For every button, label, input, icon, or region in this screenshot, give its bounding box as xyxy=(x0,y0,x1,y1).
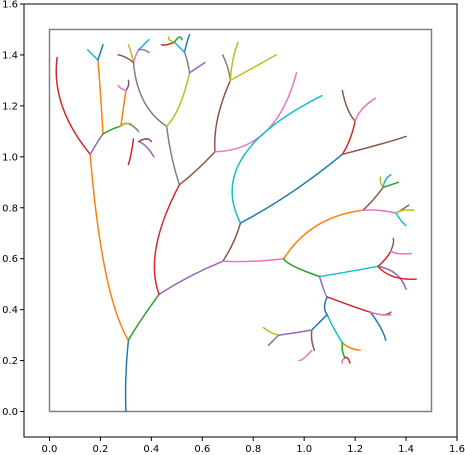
branch-segment-8 xyxy=(86,49,99,61)
branch-segment-37 xyxy=(229,41,239,82)
x-axis: 0.0 0.2 0.4 0.6 0.8 1.0 1.2 1.4 1.6 xyxy=(42,437,465,455)
x-tick-label: 1.0 xyxy=(296,444,312,455)
branch-segment-1 xyxy=(89,153,130,341)
y-tick-label: 0.2 xyxy=(2,356,18,367)
branch-segment-56 xyxy=(395,212,407,227)
branch-segment-22 xyxy=(127,44,135,64)
branch-segment-53 xyxy=(362,209,397,214)
branch-segment-29 xyxy=(183,33,191,54)
branch-segment-12 xyxy=(125,79,130,92)
branch-segment-35 xyxy=(213,79,232,153)
branch-segment-0 xyxy=(124,339,130,413)
branch-segment-41 xyxy=(231,94,323,224)
y-tick-label: 1.0 xyxy=(2,152,18,163)
branch-segment-59 xyxy=(377,250,392,268)
branch-segment-52 xyxy=(382,181,400,189)
branch-segment-70 xyxy=(326,313,344,344)
branch-segment-49 xyxy=(362,186,384,212)
branch-segment-72 xyxy=(341,342,346,359)
y-tick-label: 1.4 xyxy=(2,50,18,61)
branch-segment-30 xyxy=(173,41,186,54)
branch-segment-3 xyxy=(158,260,224,296)
y-axis: 0.0 0.2 0.4 0.6 0.8 1.0 1.2 1.4 1.6 xyxy=(2,0,24,418)
branch-segment-46 xyxy=(341,135,407,156)
x-tick-label: 0.6 xyxy=(194,444,210,455)
branch-segment-74 xyxy=(344,356,351,364)
branch-segment-26 xyxy=(165,72,191,128)
branch-segment-33 xyxy=(173,36,183,43)
branch-segment-79 xyxy=(267,334,280,347)
branch-segment-66 xyxy=(369,311,387,341)
branch-segment-65 xyxy=(326,296,372,313)
branch-segment-15 xyxy=(120,122,132,128)
branch-segment-28 xyxy=(183,51,191,74)
branch-segment-27 xyxy=(188,61,206,74)
x-tick-label: 1.4 xyxy=(398,444,414,455)
branch-segment-45 xyxy=(354,97,377,122)
branch-segment-31 xyxy=(160,41,176,46)
branch-segment-16 xyxy=(127,138,135,166)
branch-segment-71 xyxy=(341,342,361,352)
boundary-square xyxy=(48,28,433,413)
branch-segment-23 xyxy=(117,54,135,64)
branch-segment-48 xyxy=(283,209,364,260)
branch-segment-9 xyxy=(97,44,104,61)
y-tick-label: 1.2 xyxy=(2,101,18,112)
branch-segment-57 xyxy=(283,257,321,278)
branch-segment-51 xyxy=(382,173,392,189)
branch-segment-18 xyxy=(137,138,153,143)
y-tick-label: 0.6 xyxy=(2,254,18,265)
y-tick-label: 0.8 xyxy=(2,203,18,214)
branch-segment-38 xyxy=(229,54,277,82)
y-tick-label: 1.6 xyxy=(2,0,18,11)
branch-segment-11 xyxy=(120,89,127,128)
branch-segment-6 xyxy=(89,133,104,156)
branch-segment-20 xyxy=(132,61,168,128)
branch-segment-78 xyxy=(262,326,280,336)
branch-segment-19 xyxy=(165,125,181,186)
branch-segment-63 xyxy=(377,265,417,280)
x-tick-label: 0.4 xyxy=(143,444,159,455)
branch-segment-42 xyxy=(239,153,344,224)
branch-segment-44 xyxy=(341,89,356,122)
x-tick-label: 1.2 xyxy=(347,444,363,455)
branch-segment-60 xyxy=(390,237,395,252)
branch-segment-5 xyxy=(55,56,91,156)
branch-segment-4 xyxy=(153,184,181,296)
branch-segment-68 xyxy=(369,311,392,316)
branch-segment-13 xyxy=(117,84,127,92)
branch-segment-47 xyxy=(221,257,285,263)
branch-segment-62 xyxy=(377,265,407,291)
x-tick-label: 0.2 xyxy=(92,444,108,455)
branch-segment-75 xyxy=(311,313,328,331)
branch-segment-32 xyxy=(167,36,176,43)
branch-segment-7 xyxy=(97,59,104,135)
branch-segment-76 xyxy=(310,329,316,352)
branch-segment-17 xyxy=(137,140,155,158)
branch-segment-10 xyxy=(102,125,122,135)
x-tick-label: 1.6 xyxy=(449,444,465,455)
branch-segment-43 xyxy=(341,120,356,156)
branch-segment-2 xyxy=(127,293,160,341)
axes-frame xyxy=(23,3,458,438)
branch-segment-25 xyxy=(137,48,150,54)
plot-area xyxy=(48,28,433,413)
branch-segment-55 xyxy=(395,209,415,214)
branch-segment-40 xyxy=(221,222,242,263)
branch-segment-80 xyxy=(298,349,313,362)
branch-segment-58 xyxy=(318,265,379,278)
x-tick-label: 0.8 xyxy=(245,444,261,455)
branch-segment-77 xyxy=(277,329,313,336)
x-tick-label: 0.0 xyxy=(42,444,58,455)
branch-segment-61 xyxy=(390,250,412,255)
y-tick-label: 0.4 xyxy=(2,305,18,316)
branch-segment-69 xyxy=(323,296,328,316)
y-tick-label: 0.0 xyxy=(2,407,18,418)
branch-segment-34 xyxy=(178,150,216,186)
